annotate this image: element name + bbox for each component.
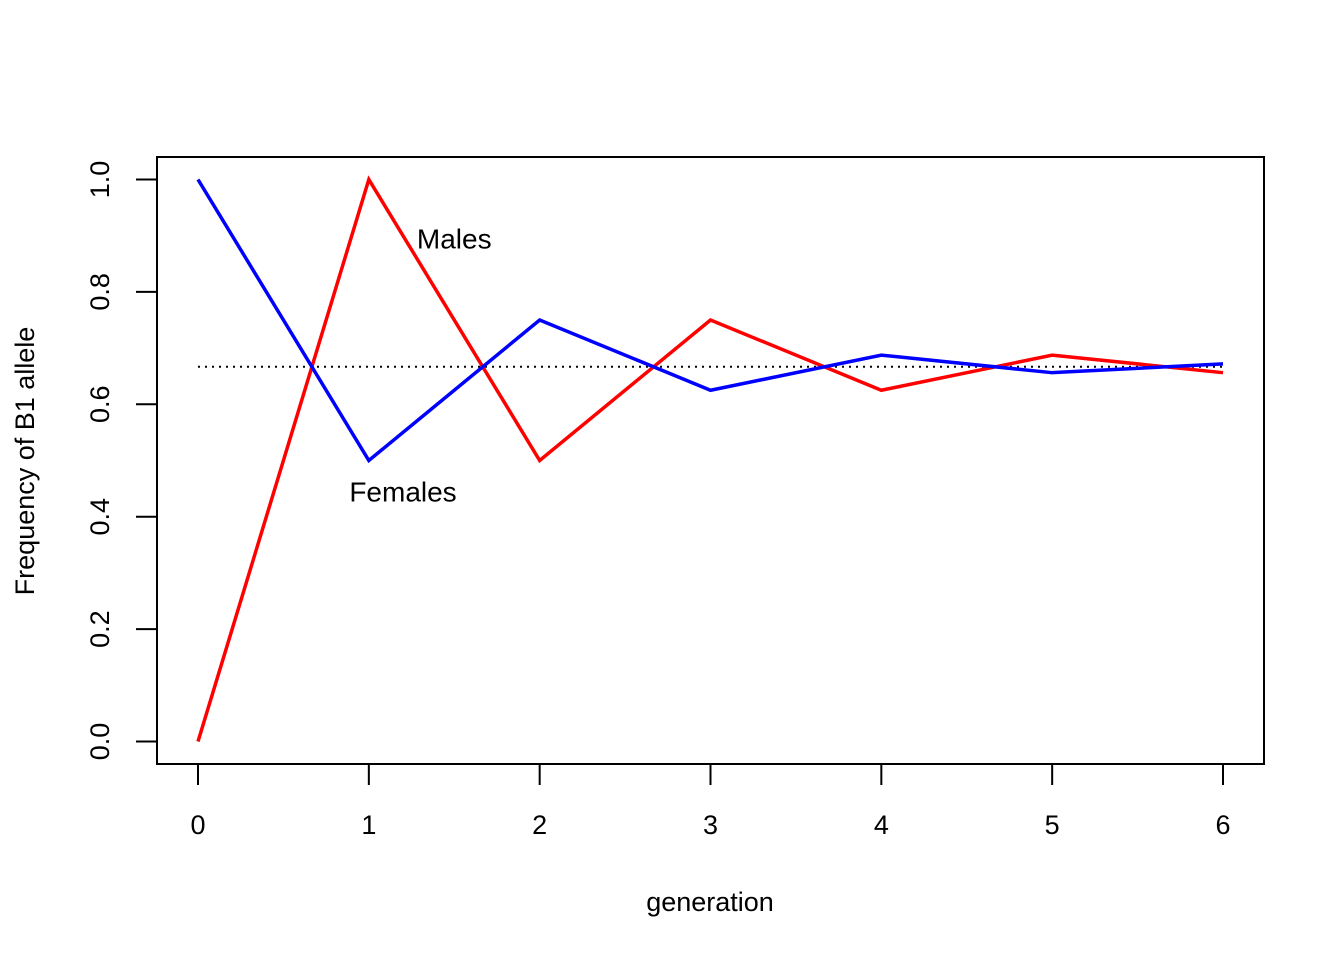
- x-tick-label: 2: [532, 810, 547, 840]
- series-line-males: [196, 175, 1224, 743]
- y-tick-label: 0.6: [85, 386, 115, 424]
- x-tick-label: 1: [361, 810, 376, 840]
- y-tick-label: 0.4: [85, 498, 115, 536]
- series-line-females: [196, 178, 1224, 464]
- annotation-males: Males: [417, 223, 492, 254]
- series-layer: [196, 175, 1224, 743]
- annotation-females: Females: [349, 476, 456, 507]
- y-axis-label: Frequency of B1 allele: [10, 327, 40, 596]
- plot-frame: [156, 156, 1265, 765]
- x-tick-label: 0: [190, 810, 205, 840]
- y-tick-label: 1.0: [85, 161, 115, 199]
- x-tick-label: 6: [1215, 810, 1230, 840]
- y-tick-label: 0.8: [85, 273, 115, 311]
- x-tick-label: 5: [1045, 810, 1060, 840]
- y-axis: 0.0 0.2 0.4 0.6 0.8 1.0: [85, 161, 158, 761]
- y-tick-label: 0.0: [85, 723, 115, 761]
- y-tick-label: 0.2: [85, 610, 115, 648]
- x-tick-label: 3: [703, 810, 718, 840]
- x-tick-label: 4: [874, 810, 889, 840]
- annotation-layer: Males Females: [349, 223, 491, 507]
- x-axis-label: generation: [646, 887, 774, 917]
- x-axis: 0 1 2 3 4 5 6: [190, 763, 1231, 840]
